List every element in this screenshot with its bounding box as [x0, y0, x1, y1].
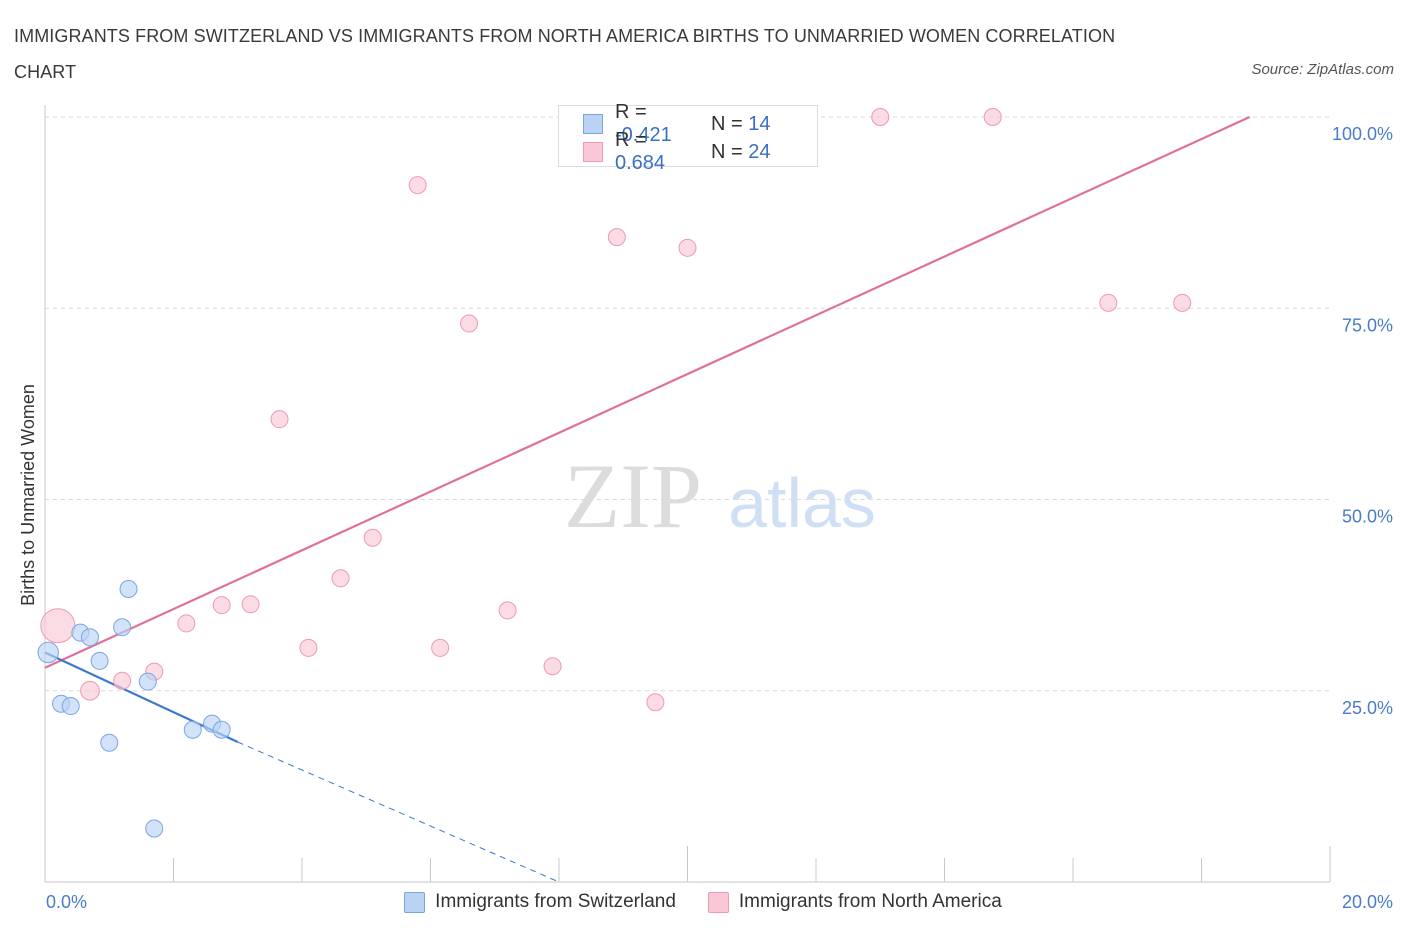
point-north-america-15 — [543, 657, 562, 676]
trendline-switzerland-extension — [237, 741, 560, 883]
point-north-america-23 — [1173, 293, 1192, 312]
r-value-north-america: 0.684 — [615, 152, 666, 174]
point-north-america-12 — [431, 638, 450, 657]
point-north-america-7 — [270, 410, 289, 429]
point-north-america-20 — [871, 108, 890, 126]
n-group-switzerland: N = 14 — [711, 113, 771, 136]
point-north-america-10 — [363, 528, 382, 547]
point-switzerland-13 — [212, 720, 231, 739]
n-value-north-america: 24 — [748, 140, 771, 163]
point-switzerland-2 — [61, 697, 80, 716]
point-north-america-16 — [607, 228, 626, 247]
point-north-america-21 — [983, 108, 1002, 126]
tick-labels: 25.0% 50.0% 75.0% 100.0% 0.0% 20.0% — [46, 124, 1393, 912]
y-tick-label-25: 25.0% — [1342, 698, 1393, 718]
y-tick-label-100: 100.0% — [1332, 124, 1393, 144]
r-group-switzerland: R = -0.421 — [615, 101, 693, 147]
watermark-zip: ZIP — [564, 445, 702, 547]
x-tick-label-end: 20.0% — [1342, 892, 1393, 912]
point-north-america-0 — [40, 608, 76, 644]
point-switzerland-0 — [37, 641, 59, 664]
y-tick-label-50: 50.0% — [1342, 507, 1393, 527]
point-switzerland-7 — [113, 618, 132, 637]
stats-row-north-america: R = 0.684 N = 24 — [583, 129, 771, 174]
point-north-america-11 — [408, 176, 427, 195]
n-group-north-america: N = 24 — [711, 141, 771, 164]
r-group-north-america: R = 0.684 — [615, 129, 693, 175]
legend-item-switzerland[interactable]: Immigrants from Switzerland — [404, 891, 676, 913]
legend-swatch-north-america — [707, 891, 729, 913]
x-tick-label-start: 0.0% — [46, 892, 87, 912]
watermark-atlas: atlas — [728, 464, 876, 542]
point-north-america-17 — [646, 693, 665, 712]
point-north-america-2 — [113, 671, 132, 690]
r-value-switzerland: -0.421 — [615, 124, 672, 146]
y-axis-label: Births to Unmarried Women — [18, 384, 38, 606]
point-north-america-22 — [1099, 293, 1118, 312]
point-north-america-9 — [331, 569, 350, 588]
point-switzerland-8 — [119, 580, 138, 599]
legend-label-switzerland: Immigrants from Switzerland — [435, 891, 676, 912]
series-legend: Immigrants from Switzerland Immigrants f… — [0, 888, 1406, 916]
point-north-america-8 — [299, 638, 318, 657]
r-label: R = — [615, 101, 647, 123]
n-label: N = — [711, 112, 743, 135]
grid-lines — [45, 116, 1330, 692]
stats-legend: R = -0.421 N = 14 R = 0.684 N = 24 — [558, 101, 818, 174]
point-north-america-5 — [212, 596, 231, 615]
watermark: ZIP atlas — [564, 445, 876, 547]
point-switzerland-10 — [145, 819, 164, 838]
point-north-america-14 — [498, 601, 517, 620]
point-north-america-1 — [80, 680, 100, 701]
swatch-switzerland — [583, 114, 603, 134]
point-switzerland-11 — [183, 720, 202, 739]
point-north-america-6 — [241, 595, 260, 614]
point-north-america-4 — [177, 614, 196, 633]
legend-item-north-america[interactable]: Immigrants from North America — [707, 891, 1002, 913]
n-label: N = — [711, 140, 743, 163]
point-north-america-13 — [460, 314, 479, 333]
r-label: R = — [615, 129, 647, 151]
point-switzerland-5 — [90, 651, 109, 670]
chart-title: IMMIGRANTS FROM SWITZERLAND VS IMMIGRANT… — [14, 26, 1116, 82]
legend-swatch-switzerland — [404, 891, 426, 913]
point-switzerland-9 — [138, 672, 157, 691]
point-switzerland-6 — [100, 733, 119, 752]
point-switzerland-4 — [80, 628, 99, 647]
legend-label-north-america: Immigrants from North America — [738, 891, 1002, 912]
source-credit: Source: ZipAtlas.com — [1251, 61, 1394, 78]
trendline-north-america — [44, 115, 1251, 669]
point-north-america-19 — [678, 238, 697, 257]
data-points — [37, 108, 1192, 838]
axes — [44, 105, 1331, 883]
y-tick-label-75: 75.0% — [1342, 315, 1393, 335]
n-value-switzerland: 14 — [748, 112, 771, 135]
swatch-north-america — [583, 142, 603, 162]
stats-row-switzerland: R = -0.421 N = 14 — [583, 101, 771, 146]
